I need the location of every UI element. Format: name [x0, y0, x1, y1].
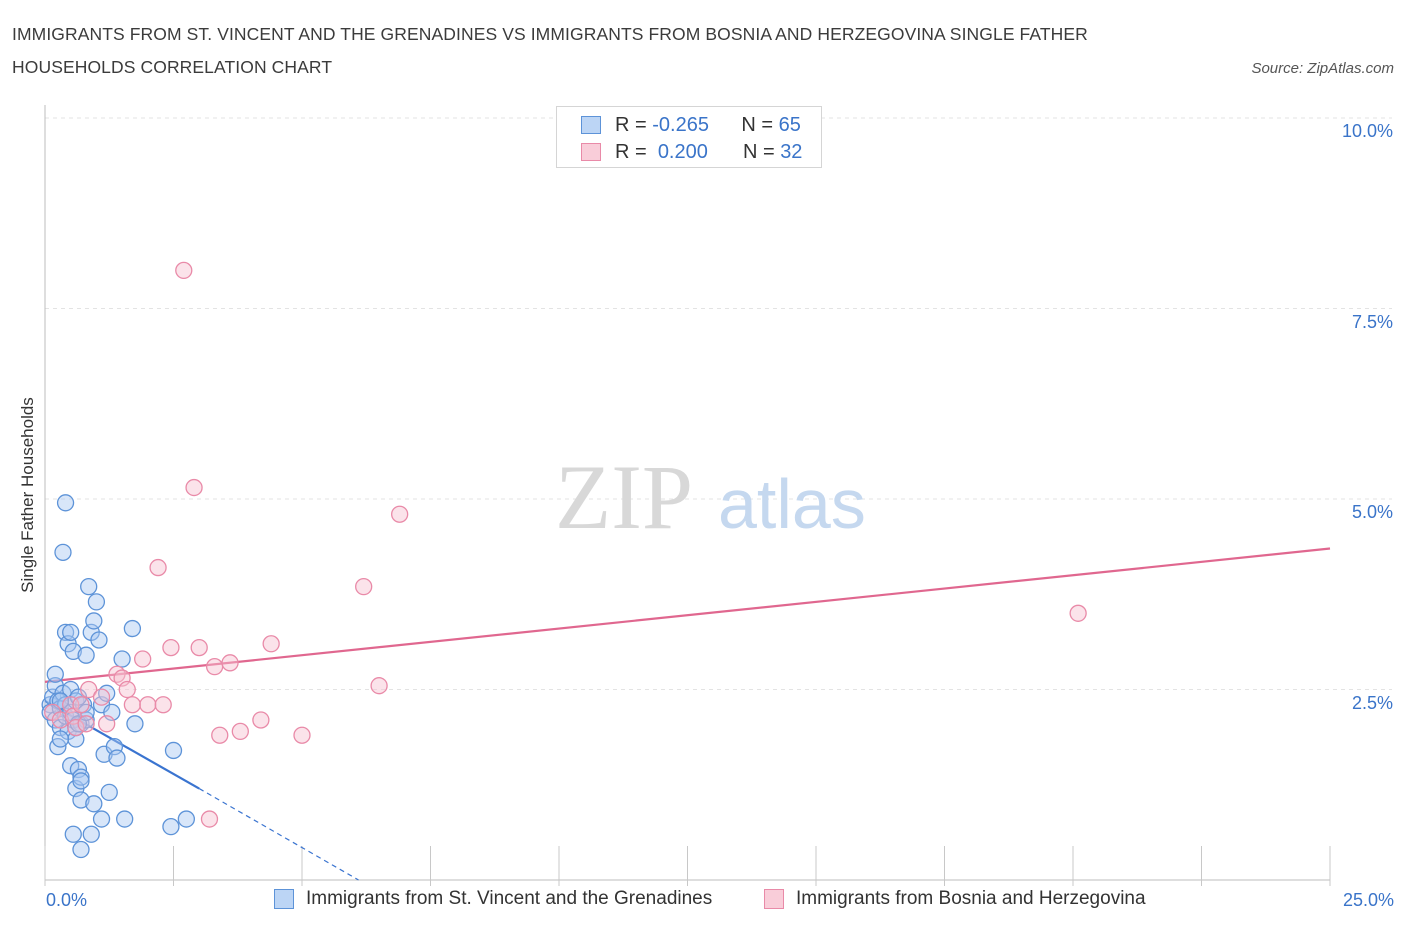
- point-blue: [72, 772, 90, 790]
- point-pink: [221, 654, 239, 672]
- chart-title: IMMIGRANTS FROM ST. VINCENT AND THE GREN…: [12, 24, 1088, 77]
- y-tick-label: 5.0%: [1351, 502, 1393, 522]
- legend-row-series1: R = -0.265 N = 65: [581, 112, 801, 138]
- point-pink: [211, 726, 229, 744]
- point-blue: [72, 791, 90, 809]
- bottom-legend-label-1: Immigrants from St. Vincent and the Gren…: [306, 888, 713, 909]
- legend-n-label: N =: [741, 113, 774, 136]
- point-pink: [134, 650, 152, 668]
- point-pink: [293, 726, 311, 744]
- point-blue: [85, 795, 103, 813]
- point-blue: [90, 631, 108, 649]
- bottom-legend-label-2: Immigrants from Bosnia and Herzegovina: [796, 888, 1146, 909]
- point-blue: [116, 810, 134, 828]
- y-axis-label: Single Father Households: [18, 397, 37, 593]
- point-blue: [92, 810, 111, 828]
- chart-source: Source: ZipAtlas.com: [1251, 60, 1394, 77]
- point-blue: [62, 623, 80, 641]
- point-pink: [231, 722, 249, 741]
- point-blue: [162, 818, 180, 836]
- bottom-legend-series2: Immigrants from Bosnia and Herzegovina: [764, 888, 1146, 910]
- point-pink: [185, 478, 203, 497]
- point-pink: [262, 635, 280, 653]
- trend-line-pink: [44, 547, 1331, 683]
- point-pink: [149, 558, 167, 577]
- bottom-legend-swatch-pink: [764, 889, 784, 909]
- point-pink: [154, 696, 172, 714]
- legend-r-label: R =: [615, 113, 647, 136]
- legend-swatch-blue: [581, 116, 601, 134]
- legend-row-series2: R = 0.200 N = 32: [581, 139, 802, 165]
- point-pink: [92, 688, 111, 706]
- point-blue: [72, 768, 90, 786]
- x-tick-max: 25.0%: [1342, 890, 1394, 910]
- point-blue: [77, 646, 95, 664]
- watermark-zip: ZIP: [555, 446, 693, 548]
- point-blue: [123, 619, 142, 638]
- legend-n-label: N =: [742, 140, 775, 163]
- trend-line-blue-extension: [198, 788, 359, 881]
- point-pink: [200, 810, 219, 828]
- point-pink: [98, 715, 116, 733]
- point-blue: [126, 715, 144, 733]
- data-points: [41, 261, 1087, 859]
- watermark: ZIP atlas: [555, 446, 866, 548]
- point-blue: [64, 825, 82, 843]
- legend-r-value-1: -0.265: [652, 113, 709, 136]
- x-tick-min: 0.0%: [46, 890, 88, 910]
- y-tick-label: 10.0%: [1341, 121, 1393, 141]
- point-blue: [85, 612, 103, 630]
- point-blue: [108, 749, 126, 767]
- trend-lines: [44, 547, 1331, 881]
- point-pink: [175, 261, 193, 280]
- point-pink: [1069, 604, 1087, 622]
- bottom-legend-swatch-blue: [274, 889, 294, 909]
- grid-lines: [45, 117, 1392, 690]
- point-pink: [80, 680, 98, 699]
- point-blue: [100, 783, 118, 802]
- y-tick-label: 7.5%: [1351, 311, 1393, 332]
- point-blue: [177, 810, 196, 828]
- point-blue: [80, 577, 98, 596]
- point-pink: [370, 677, 388, 695]
- point-blue: [113, 650, 131, 668]
- point-pink: [118, 680, 136, 699]
- point-blue: [87, 593, 106, 611]
- point-pink: [162, 638, 180, 657]
- legend-r-label: R =: [615, 140, 647, 163]
- y-tick-label: 2.5%: [1351, 692, 1393, 713]
- point-blue: [72, 840, 90, 859]
- point-blue: [46, 665, 64, 683]
- point-pink: [205, 657, 224, 676]
- point-pink: [123, 696, 142, 714]
- point-pink: [77, 715, 95, 733]
- point-pink: [139, 696, 157, 714]
- point-pink: [72, 696, 90, 714]
- point-blue: [64, 642, 82, 661]
- legend-swatch-pink: [581, 143, 601, 161]
- watermark-atlas: atlas: [718, 465, 866, 543]
- point-pink: [67, 718, 85, 737]
- point-pink: [391, 505, 409, 523]
- axes: [44, 105, 1331, 886]
- point-pink: [51, 711, 70, 729]
- legend-box: R = -0.265 N = 65 R = 0.200 N = 32: [556, 106, 822, 168]
- legend-n-value-1: 65: [778, 113, 801, 136]
- point-blue: [56, 494, 75, 512]
- point-pink: [355, 577, 373, 596]
- legend-n-value-2: 32: [780, 140, 803, 163]
- point-blue: [51, 730, 70, 748]
- point-blue: [82, 825, 100, 843]
- point-pink: [252, 711, 270, 729]
- point-pink: [190, 638, 208, 657]
- bottom-legend-series1: Immigrants from St. Vincent and the Gren…: [274, 888, 712, 910]
- point-blue: [164, 741, 183, 760]
- legend-r-value-2: 0.200: [657, 140, 708, 163]
- point-blue: [54, 543, 72, 561]
